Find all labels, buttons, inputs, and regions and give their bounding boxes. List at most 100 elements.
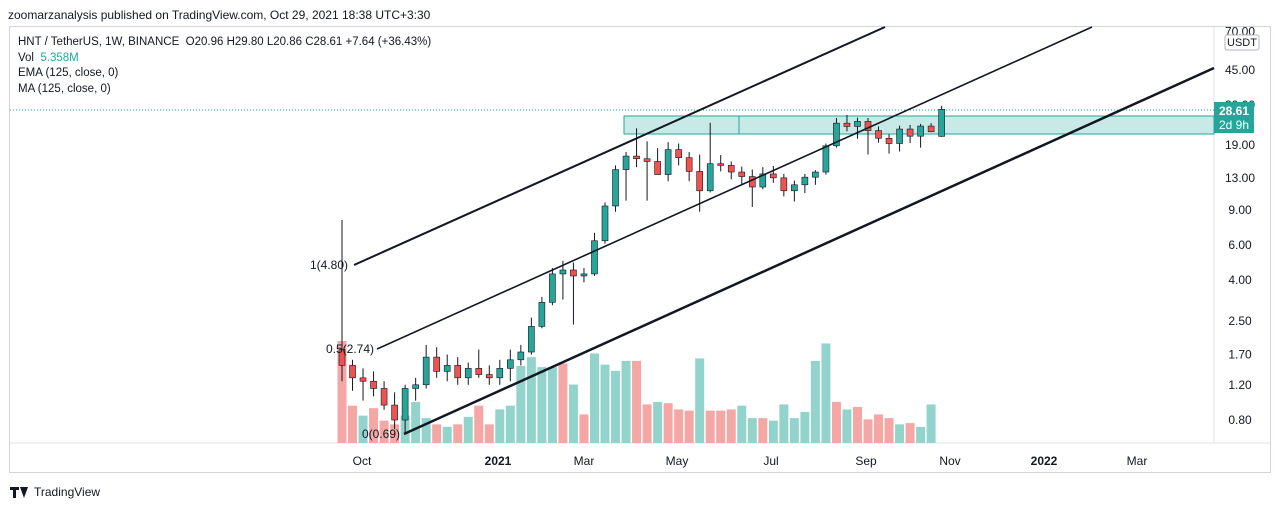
volume-bar bbox=[768, 420, 778, 443]
candle-body-down bbox=[338, 349, 346, 366]
time-tick-label: 2021 bbox=[485, 454, 512, 468]
candle bbox=[927, 123, 935, 133]
candle-body-up bbox=[917, 125, 924, 137]
candle-body-up bbox=[822, 145, 830, 173]
tradingview-brand[interactable]: TradingView bbox=[34, 485, 101, 499]
volume-bar bbox=[800, 411, 810, 443]
ema-indicator[interactable]: EMA (125, close, 0) bbox=[18, 67, 119, 79]
price-tag bbox=[1214, 102, 1254, 133]
candle bbox=[780, 173, 788, 197]
symbol-title[interactable]: HNT / TetherUS, 1W, BINANCE bbox=[18, 36, 180, 48]
volume-bar bbox=[411, 401, 421, 443]
volume-bar bbox=[463, 416, 473, 443]
volume-bar bbox=[747, 418, 757, 443]
volume-bar bbox=[568, 384, 578, 443]
candle-body-down bbox=[485, 374, 493, 379]
volume-bar bbox=[484, 424, 494, 443]
candle bbox=[422, 344, 430, 389]
candle-body-down bbox=[370, 380, 377, 389]
candle-body-up bbox=[938, 109, 945, 137]
volume-bar bbox=[390, 424, 400, 443]
last-price-label: 28.61 bbox=[1219, 104, 1249, 118]
candle bbox=[822, 143, 830, 175]
candle bbox=[791, 180, 798, 202]
candle-body-down bbox=[359, 377, 367, 382]
candle bbox=[580, 268, 588, 283]
candle bbox=[770, 165, 777, 183]
candle-body-down bbox=[875, 130, 882, 139]
volume-bar bbox=[674, 409, 684, 443]
volume-label[interactable]: Vol bbox=[18, 51, 34, 64]
volume-bar bbox=[926, 404, 936, 443]
candle bbox=[380, 381, 388, 410]
candle bbox=[612, 165, 619, 212]
candle bbox=[370, 371, 377, 397]
volume-bar bbox=[905, 423, 915, 443]
publisher-line: zoomarzanalysis published on TradingView… bbox=[8, 8, 431, 22]
volume-bar bbox=[505, 405, 515, 443]
fib-channel-middle bbox=[376, 26, 1093, 350]
candle bbox=[696, 154, 703, 212]
candle-body-down bbox=[717, 163, 725, 166]
price-tick-label: 2.50 bbox=[1228, 314, 1252, 328]
candle-body-up bbox=[422, 356, 430, 386]
candle bbox=[559, 260, 567, 300]
candle-body-down bbox=[843, 122, 851, 127]
candle-body-down bbox=[380, 388, 388, 406]
candle-body-up bbox=[401, 388, 409, 421]
price-tick-label: 13.00 bbox=[1225, 171, 1255, 185]
candle-body-up bbox=[664, 149, 672, 175]
price-tick-label: 0.80 bbox=[1228, 413, 1252, 427]
candle bbox=[622, 152, 630, 201]
candle bbox=[349, 359, 356, 391]
candle bbox=[801, 173, 809, 194]
candle bbox=[475, 349, 483, 378]
candle-body-down bbox=[570, 269, 577, 277]
volume-bar bbox=[779, 404, 789, 443]
candle bbox=[549, 268, 556, 306]
volume-bar bbox=[547, 367, 557, 443]
candle-body-up bbox=[759, 173, 767, 188]
candle-body-up bbox=[854, 121, 861, 127]
candle-body-down bbox=[738, 171, 746, 177]
candle-body-up bbox=[801, 176, 809, 186]
volume-bar bbox=[821, 343, 831, 443]
candle bbox=[538, 296, 546, 329]
time-tick-label: Mar bbox=[574, 454, 595, 468]
price-tick-label: 4.00 bbox=[1228, 273, 1252, 287]
volume-bar bbox=[379, 420, 389, 443]
volume-bar bbox=[705, 410, 715, 443]
fib-label-05: 0.5(2.74) bbox=[326, 342, 374, 356]
candle bbox=[664, 142, 672, 182]
time-axis[interactable]: Oct 2021 Mar May Jul Sep Nov 2022 Mar bbox=[353, 454, 1148, 468]
volume-bar bbox=[369, 408, 379, 443]
time-tick-label: 2022 bbox=[1031, 454, 1058, 468]
candle-body-up bbox=[591, 240, 598, 275]
candle-body-up bbox=[812, 171, 819, 178]
candle bbox=[748, 169, 756, 207]
volume-bar bbox=[737, 405, 747, 443]
time-tick-label: Nov bbox=[939, 454, 960, 468]
volume-bar bbox=[716, 410, 726, 443]
volume-bar bbox=[348, 405, 358, 443]
volume-bar bbox=[895, 424, 905, 443]
candle-body-down bbox=[885, 137, 893, 144]
candle bbox=[812, 170, 819, 185]
currency-badge[interactable] bbox=[1224, 34, 1260, 51]
price-axis[interactable]: 0.801.201.702.504.006.009.0013.0019.0030… bbox=[1225, 25, 1255, 427]
candle bbox=[885, 134, 893, 154]
ma-indicator[interactable]: MA (125, close, 0) bbox=[18, 82, 111, 95]
candle-body-down bbox=[643, 158, 651, 162]
footer: TradingView bbox=[10, 485, 100, 499]
candle bbox=[706, 122, 714, 193]
volume-bar bbox=[874, 414, 884, 443]
volume-bar bbox=[611, 370, 621, 443]
candle-body-up bbox=[791, 184, 798, 192]
candle bbox=[496, 359, 504, 385]
candle bbox=[843, 115, 851, 132]
candle bbox=[738, 166, 746, 185]
price-tick-label: 45.00 bbox=[1225, 63, 1255, 77]
candle bbox=[864, 117, 872, 155]
volume-bar bbox=[495, 409, 505, 443]
